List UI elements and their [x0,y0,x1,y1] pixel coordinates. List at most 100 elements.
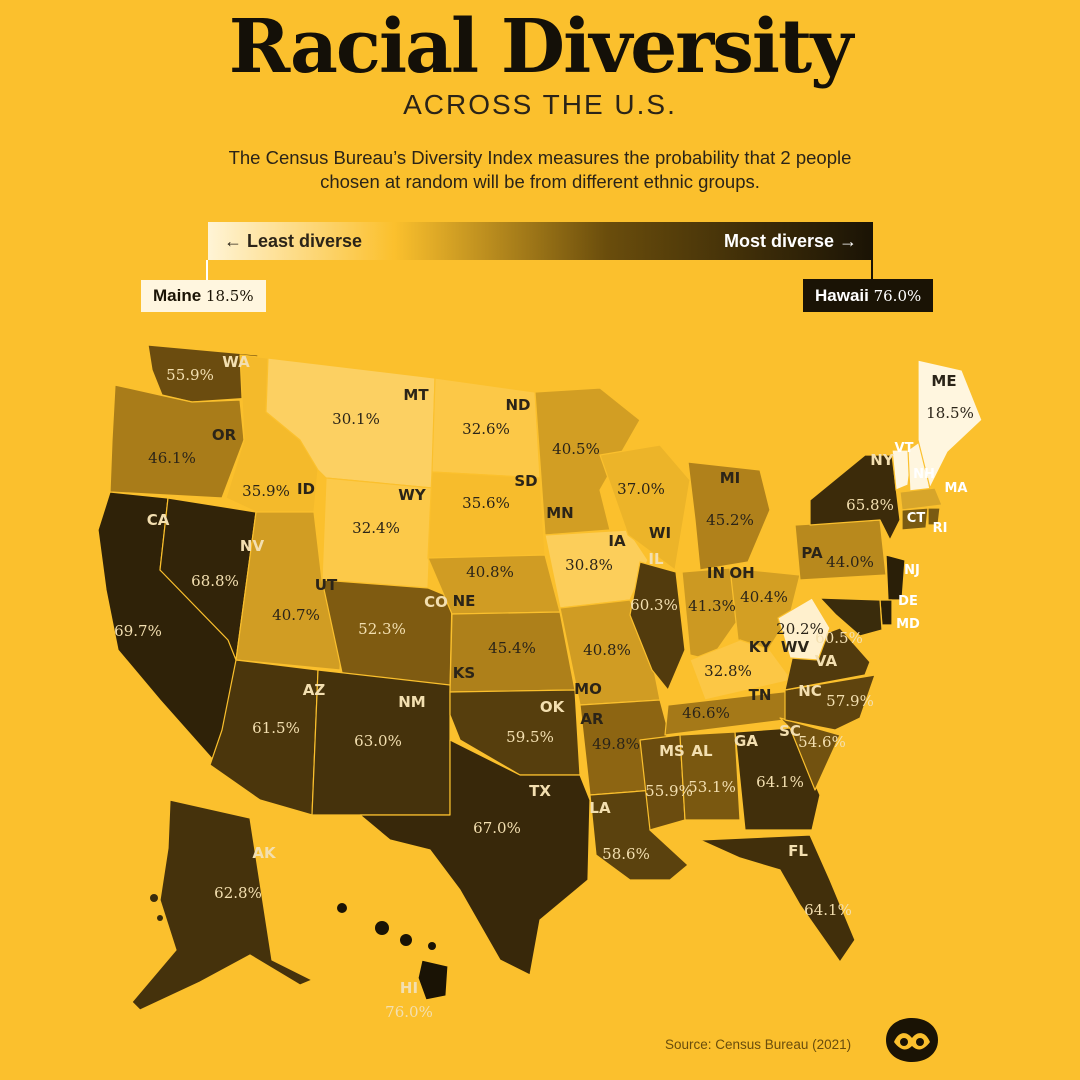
state-abbr-ri: RI [933,521,948,536]
state-abbr-ne: NE [453,592,476,610]
state-abbr-nv: NV [240,537,265,555]
state-value-ne: 40.8% [466,563,514,581]
state-abbr-tn: TN [749,686,772,704]
state-al [679,731,741,821]
state-value-az: 61.5% [252,719,300,737]
least-diverse-label: ← Least diverse [224,231,363,251]
state-value-hi: 76.0% [385,1003,433,1021]
state-abbr-id: ID [297,480,315,498]
state-ri [927,507,941,526]
state-sc [779,717,841,791]
state-value-al: 53.1% [688,778,736,796]
state-nj [885,554,906,601]
state-abbr-mn: MN [546,504,573,522]
state-abbr-ga: GA [734,732,758,750]
state-ak [131,799,313,1011]
brand-logo-icon [886,1018,938,1062]
island-3 [400,934,412,946]
state-ky [689,639,793,701]
state-value-va: 60.5% [815,629,863,647]
state-value-pa: 44.0% [826,553,874,571]
state-value-nm: 63.0% [354,732,402,750]
state-value-nc: 57.9% [826,692,874,710]
diversity-scale-bar: ← Least diverse Most diverse → [208,222,873,260]
state-value-mn: 40.5% [552,440,600,458]
scale-max-tag: Hawaii 76.0% [803,279,934,312]
state-abbr-ok: OK [540,698,566,716]
state-vt [891,449,913,491]
state-value-ny: 65.8% [846,496,894,514]
state-abbr-co: CO [424,593,448,611]
state-abbr-nc: NC [798,682,822,700]
state-abbr-me: ME [931,372,956,390]
scale-max-tick [871,260,873,282]
state-abbr-ia: IA [608,532,626,550]
state-value-fl: 64.1% [804,901,852,919]
max-state-value: 76.0% [873,287,922,305]
state-abbr-il: IL [648,550,664,568]
state-tx [359,739,591,976]
state-nc [784,674,876,731]
state-value-or: 46.1% [148,449,196,467]
state-nv [159,497,257,661]
state-abbr-nm: NM [398,693,425,711]
island-6 [157,915,163,921]
state-abbr-ar: AR [580,710,604,728]
state-value-nv: 68.8% [191,572,239,590]
state-value-wi: 37.0% [617,480,665,498]
state-abbr-nj: NJ [904,563,920,578]
state-value-in: 41.3% [688,597,736,615]
state-wv [777,597,831,661]
most-diverse-label: Most diverse → [723,231,857,251]
state-fl [699,834,856,963]
state-value-id: 35.9% [242,482,290,500]
state-value-nd: 32.6% [462,420,510,438]
state-abbr-nd: ND [505,396,530,414]
state-abbr-wa: WA [222,353,250,371]
state-abbr-hi: HI [400,979,418,997]
state-value-tn: 46.6% [682,704,730,722]
scale-min-tag: Maine 18.5% [141,280,266,312]
state-value-ia: 30.8% [565,556,613,574]
state-value-ok: 59.5% [506,728,554,746]
state-ct [901,507,929,531]
state-value-ms: 55.9% [645,782,693,800]
state-md [819,597,883,637]
state-abbr-ca: CA [147,511,170,529]
state-abbr-md: MD [896,617,920,632]
state-value-wy: 32.4% [352,519,400,537]
state-value-tx: 67.0% [473,819,521,837]
state-value-co: 52.3% [358,620,406,638]
min-state-name: Maine [153,286,202,305]
state-hi [417,959,449,1001]
state-value-sc: 54.6% [798,733,846,751]
state-value-ak: 62.8% [214,884,262,902]
state-abbr-wy: WY [398,486,427,504]
page-title: Racial Diversity [228,4,853,90]
scale-min-tick [206,260,208,282]
state-oh [729,567,801,651]
state-abbr-wi: WI [649,524,671,542]
state-abbr-ms: MS [659,742,685,760]
state-value-la: 58.6% [602,845,650,863]
state-abbr-mi: MI [720,469,741,487]
state-value-ga: 64.1% [756,773,804,791]
state-value-mo: 40.8% [583,641,631,659]
state-abbr-tx: TX [529,782,551,800]
island-2 [375,921,389,935]
description: The Census Bureau’s Diversity Index meas… [228,147,852,192]
state-il [629,561,686,691]
state-in [681,567,739,661]
state-abbr-oh: OH [729,564,754,582]
source-note: Source: Census Bureau (2021) [665,1037,852,1052]
state-value-il: 60.3% [630,596,678,614]
state-wi [599,444,691,571]
state-abbr-sd: SD [514,472,537,490]
state-abbr-ut: UT [315,576,338,594]
state-abbr-ny: NY [870,451,895,469]
state-value-ks: 45.4% [488,639,536,657]
state-value-ar: 49.8% [592,735,640,753]
island-5 [150,894,158,902]
page-subtitle: ACROSS THE U.S. [403,89,677,120]
state-abbr-nh: NH [913,467,935,482]
